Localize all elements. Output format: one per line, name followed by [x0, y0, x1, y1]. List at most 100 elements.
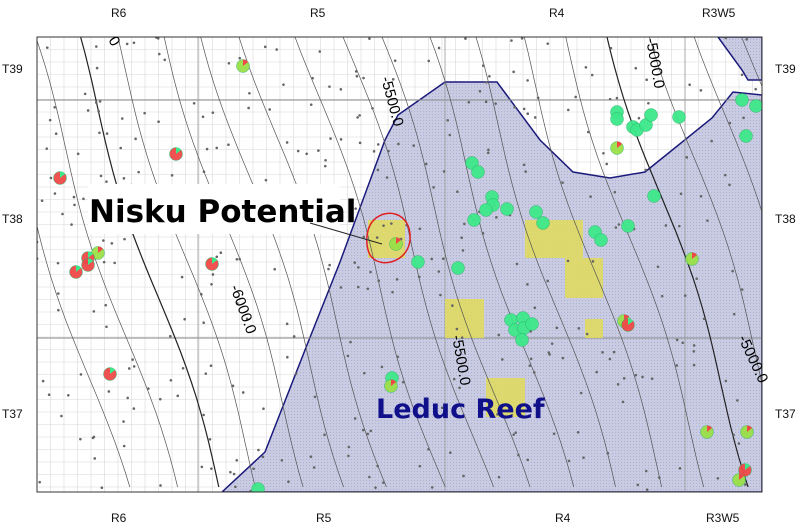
well-dot [497, 475, 501, 479]
well-dot [209, 364, 213, 368]
well-dot [147, 387, 150, 390]
well-dot [449, 451, 452, 455]
well-dot [595, 370, 599, 374]
well-dot [183, 317, 186, 321]
well-dot [99, 174, 103, 178]
well-dot [353, 417, 357, 420]
well-dot [582, 456, 585, 459]
leduc-reef-label: Leduc Reef [376, 394, 545, 425]
well-marker [739, 129, 753, 143]
well-dot [264, 178, 268, 182]
well-marker [525, 317, 539, 331]
map-frame [36, 36, 763, 493]
well-marker [610, 112, 624, 126]
well-dot [699, 89, 703, 92]
well-dot [561, 181, 564, 184]
well-dot [122, 420, 125, 423]
range-label-top-r3w5: R3W5 [702, 6, 736, 20]
well-dot [354, 70, 358, 73]
well-dot [366, 287, 370, 291]
well-dot [456, 190, 459, 194]
well-dot [120, 117, 124, 120]
well-marker-slice [396, 237, 401, 244]
contour-line [523, 37, 662, 488]
well-dot [169, 334, 172, 338]
range-label-bottom-r5: R5 [316, 511, 332, 525]
well-dot [754, 87, 757, 91]
well-dot [53, 105, 56, 109]
well-dot [200, 465, 204, 469]
leduc-reef-area [220, 81, 762, 492]
well-dot [285, 141, 289, 144]
well-dot [586, 130, 590, 134]
range-label-top-r4: R4 [549, 6, 565, 20]
well-dot [125, 42, 129, 46]
well-dot [45, 147, 49, 150]
well-marker [749, 99, 762, 113]
well-dot [261, 455, 265, 459]
well-dot [658, 476, 661, 479]
well-marker-slice [745, 463, 750, 470]
well-dot [296, 149, 300, 153]
well-dot [339, 286, 343, 289]
contour-line [381, 37, 531, 488]
well-dot [526, 79, 529, 82]
contour-line [294, 37, 446, 488]
well-dot [487, 148, 490, 152]
well-dot [481, 232, 485, 235]
well-dot [439, 293, 442, 297]
well-dot [546, 42, 550, 45]
well-dot [158, 397, 162, 401]
contour-line [163, 37, 304, 488]
well-dot [616, 383, 620, 386]
well-dot [547, 351, 551, 354]
well-dot [528, 364, 532, 367]
well-dot [215, 146, 219, 150]
well-dot [391, 290, 394, 294]
well-dot [132, 365, 136, 368]
range-label-top-r5: R5 [310, 6, 326, 20]
well-dot [645, 78, 649, 82]
well-dot [202, 413, 205, 417]
well-dot [236, 302, 239, 305]
well-dot [286, 355, 289, 359]
well-dot [742, 116, 745, 120]
well-dot [529, 357, 533, 361]
well-dot [495, 216, 498, 219]
well-dot [737, 442, 741, 445]
well-marker [621, 219, 635, 233]
well-dot [76, 152, 80, 156]
well-marker [735, 93, 749, 107]
well-dot [202, 321, 205, 325]
well-dot [79, 437, 82, 441]
well-dot [380, 365, 384, 369]
well-dot [102, 239, 105, 242]
well-dot [368, 37, 371, 40]
well-dot [664, 224, 668, 227]
leduc-reef-area-north [717, 37, 762, 81]
well-dot [614, 226, 618, 229]
well-dot [105, 325, 108, 329]
well-dot [745, 38, 749, 41]
well-dot [92, 310, 96, 313]
well-dot [513, 105, 516, 109]
well-dot [484, 100, 488, 104]
well-dot [430, 257, 434, 261]
well-dot [550, 342, 554, 345]
well-dot [685, 156, 689, 159]
well-dot [287, 480, 290, 484]
well-dot [53, 192, 57, 195]
well-dot [268, 108, 271, 111]
well-dot [83, 92, 87, 96]
well-dot [192, 101, 196, 105]
well-dot [496, 413, 499, 416]
nisku-potential-label: Nisku Potential [89, 194, 356, 230]
well-dot [176, 394, 180, 398]
well-dot [650, 377, 654, 381]
well-marker-slice [391, 379, 396, 386]
well-dot [368, 475, 371, 479]
well-dot [132, 41, 136, 45]
well-dot [97, 109, 100, 113]
well-dot [512, 70, 515, 74]
